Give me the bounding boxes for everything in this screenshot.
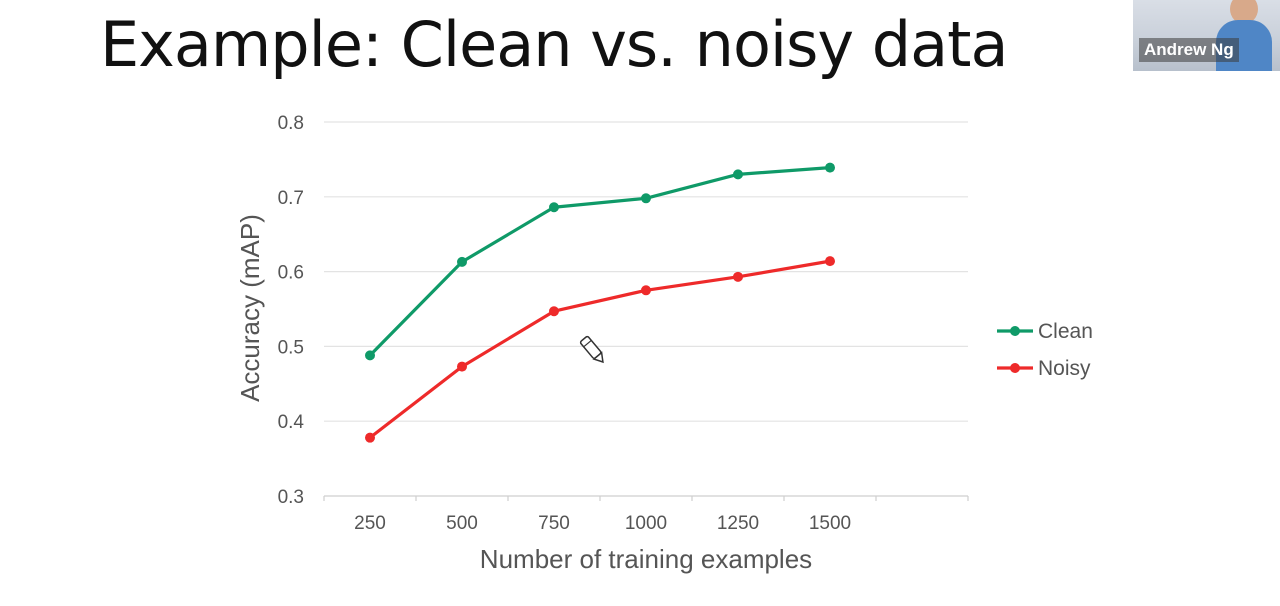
data-point-clean [365, 350, 375, 361]
series-line-clean [368, 166, 832, 357]
data-point-noisy [457, 361, 467, 372]
pen-cursor-icon [579, 335, 604, 364]
y-tick-label: 0.4 [278, 412, 305, 433]
y-tick-label: 0.8 [278, 113, 304, 134]
data-point-clean [549, 202, 559, 213]
x-tick-label: 1500 [809, 513, 851, 534]
y-tick-label: 0.7 [278, 188, 304, 209]
axes: 0.3 0.4 0.5 0.6 0.7 0.8 250 500 750 1000 1250 1500 [278, 113, 969, 534]
legend-marker-noisy [1010, 363, 1020, 373]
legend-label-clean: Clean [1038, 320, 1093, 343]
x-axis-label: Number of training examples [480, 544, 812, 574]
data-point-clean [825, 162, 835, 173]
y-tick-label: 0.6 [278, 263, 304, 284]
legend: Clean Noisy [997, 320, 1093, 380]
participant-name: Andrew Ng [1139, 38, 1239, 62]
data-point-noisy [549, 306, 559, 317]
x-tick-label: 500 [446, 513, 478, 534]
x-tick-label: 1250 [717, 513, 759, 534]
x-tick-label: 750 [538, 513, 570, 534]
legend-label-noisy: Noisy [1038, 357, 1091, 380]
y-axis-label: Accuracy (mAP) [235, 214, 265, 402]
x-tick-label: 250 [354, 513, 386, 534]
data-point-noisy [825, 256, 835, 267]
slide-title: Example: Clean vs. noisy data [100, 8, 1008, 81]
legend-marker-clean [1010, 326, 1020, 336]
data-point-noisy [641, 285, 651, 296]
x-tick-label: 1000 [625, 513, 667, 534]
series-line-noisy [368, 259, 832, 440]
series [365, 162, 835, 443]
data-point-clean [457, 256, 467, 267]
data-point-noisy [733, 271, 743, 282]
y-tick-label: 0.3 [278, 487, 304, 508]
data-point-noisy [365, 432, 375, 443]
data-point-clean [733, 169, 743, 180]
data-point-clean [641, 193, 651, 204]
y-tick-label: 0.5 [278, 337, 304, 358]
participant-video-tile[interactable]: Andrew Ng [1133, 0, 1280, 71]
gridlines [324, 121, 968, 497]
